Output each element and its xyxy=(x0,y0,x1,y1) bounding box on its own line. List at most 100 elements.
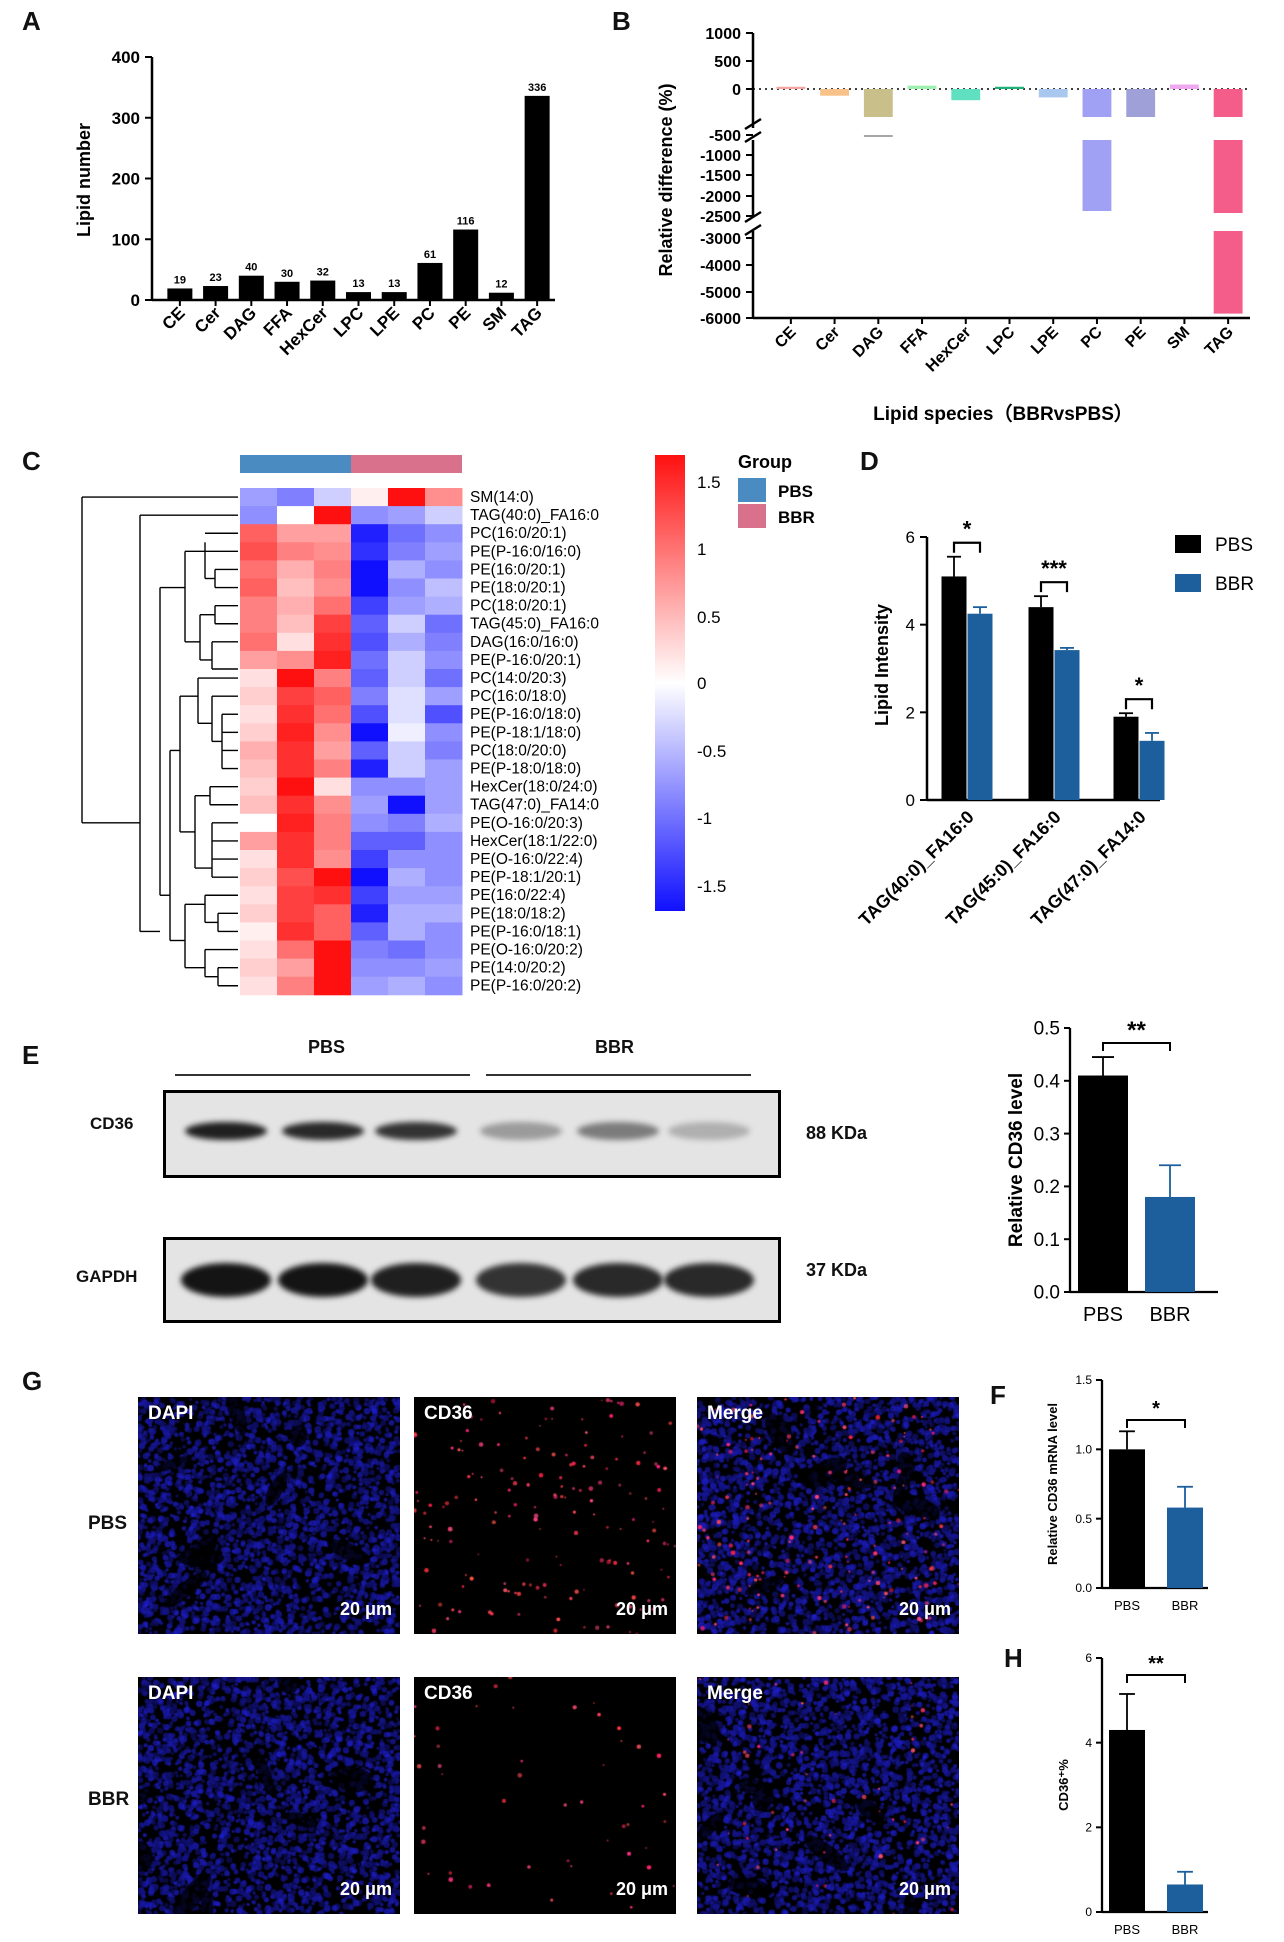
heatmap-cell xyxy=(388,669,426,688)
heatmap-row-label: PE(P-16:0/20:1) xyxy=(470,652,581,669)
micro-image xyxy=(414,1397,676,1634)
heatmap-cell xyxy=(277,831,315,851)
heatmap-cell xyxy=(388,886,426,905)
heatmap-cell xyxy=(351,723,389,742)
micro-channel-label: CD36 xyxy=(424,1683,473,1704)
legend-label-bbr: BBR xyxy=(778,508,815,527)
heatmap-cell xyxy=(351,578,389,598)
heatmap-cell xyxy=(351,886,389,905)
bar xyxy=(453,229,479,300)
heatmap-row-label: PE(14:0/20:2) xyxy=(470,960,566,977)
heatmap-cell xyxy=(351,940,389,960)
heatmap-cell xyxy=(351,488,389,507)
heatmap-cell xyxy=(277,488,315,507)
bar xyxy=(995,86,1024,89)
heatmap-cell xyxy=(388,687,426,706)
heatmap-row-label: PE(18:0/18:2) xyxy=(470,905,566,922)
y-tick-label: 0.0 xyxy=(1034,1283,1060,1304)
heatmap-cell xyxy=(240,976,278,996)
wb-band xyxy=(668,1122,750,1140)
heatmap-cell xyxy=(240,687,278,706)
heatmap-cell xyxy=(388,904,426,923)
heatmap-cell xyxy=(351,506,389,525)
heatmap-cell xyxy=(314,922,352,941)
bar xyxy=(820,89,850,96)
heatmap-cell xyxy=(240,578,278,598)
bar xyxy=(1109,1729,1145,1912)
bar xyxy=(941,576,967,800)
heatmap-cell xyxy=(314,850,352,869)
x-tick-label: BBR xyxy=(1172,1598,1199,1613)
chart-f-cd36-mrna: 0.0 0.5 1.0 1.5 Relative CD36 mRNA level PBS B… xyxy=(1045,1373,1208,1613)
heatmap-cell xyxy=(425,813,463,833)
heatmap-cell xyxy=(351,650,389,670)
heatmap-cell xyxy=(240,850,278,869)
heatmap-cell xyxy=(425,759,463,779)
heatmap-cell xyxy=(351,705,389,724)
heatmap-cell xyxy=(240,488,278,507)
heatmap-cell xyxy=(388,705,426,724)
heatmap-cell xyxy=(240,705,278,724)
bar xyxy=(1028,607,1054,800)
y-tick-label: 0.5 xyxy=(1034,1019,1060,1040)
heatmap-cell xyxy=(351,922,389,941)
heatmap-cell xyxy=(388,958,426,978)
heatmap-cell xyxy=(351,813,389,833)
micro-bbr-merge: Merge 20 μm xyxy=(697,1677,959,1914)
bar xyxy=(417,262,443,300)
heatmap-cell xyxy=(388,868,426,887)
heatmap-cell xyxy=(388,831,426,851)
heatmap-cell xyxy=(314,614,352,634)
y-axis-label: Relative CD36 level xyxy=(1006,1073,1027,1247)
y-axis-label: Lipid Intensity xyxy=(872,604,892,726)
heatmap-row-label: TAG(45:0)_FA16:0 xyxy=(470,616,599,633)
micro-channel-label: Merge xyxy=(707,1403,763,1424)
chart-c-heatmap: SM(14:0)TAG(40:0)_FA16:0PC(16:0/20:1)PE(… xyxy=(81,452,815,996)
heatmap-cell xyxy=(388,578,426,598)
heatmap-cell xyxy=(425,723,463,742)
y-tick-label: -500 xyxy=(709,128,741,145)
heatmap-cell xyxy=(314,759,352,779)
panel-letter-b: B xyxy=(612,6,631,36)
wb-band xyxy=(375,1122,457,1140)
heatmap-cell xyxy=(314,488,352,507)
heatmap-cell xyxy=(240,614,278,634)
micro-scale-label: 20 μm xyxy=(615,1599,668,1619)
heatmap-cell xyxy=(388,560,426,579)
x-tick-label: BBR xyxy=(1149,1304,1190,1326)
panel-letter-f: F xyxy=(990,1380,1006,1410)
y-tick-label: 4 xyxy=(1085,1736,1092,1750)
micro-image xyxy=(697,1397,959,1634)
wb-band xyxy=(185,1122,267,1140)
heatmap-cell xyxy=(388,650,426,670)
heatmap-cell xyxy=(351,687,389,706)
heatmap-cell xyxy=(388,614,426,634)
heatmap-row-label: PE(O-16:0/22:4) xyxy=(470,851,583,868)
significance-label: *** xyxy=(1041,556,1067,581)
axis-break-mark xyxy=(744,130,762,144)
y-tick-label: -1000 xyxy=(700,148,741,165)
heatmap-cell xyxy=(277,976,315,996)
heatmap-cell xyxy=(351,777,389,797)
bar-value-label: 32 xyxy=(317,267,329,279)
y-tick-label: -2000 xyxy=(700,189,741,206)
group-bar-pbs xyxy=(240,455,351,473)
heatmap-cell xyxy=(425,886,463,905)
heatmap-cell xyxy=(277,958,315,978)
bar xyxy=(1126,89,1156,117)
heatmap-cell xyxy=(388,723,426,742)
heatmap-row-label: TAG(47:0)_FA14:0 xyxy=(470,797,599,814)
panel-letter-e: E xyxy=(22,1040,40,1070)
heatmap-cell xyxy=(277,777,315,797)
heatmap-cell xyxy=(314,868,352,887)
heatmap-cell xyxy=(425,632,463,652)
heatmap-cell xyxy=(314,777,352,797)
bar xyxy=(1145,1196,1195,1292)
legend-label-bbr: BBR xyxy=(1215,574,1254,595)
heatmap-cell xyxy=(314,705,352,724)
x-tick-label: PBS xyxy=(1083,1304,1123,1326)
legend-swatch-pbs xyxy=(738,478,766,502)
heatmap-cell xyxy=(351,904,389,923)
x-axis-label: Lipid species（BBRvsPBS） xyxy=(873,402,1133,425)
heatmap-cell xyxy=(314,524,352,543)
